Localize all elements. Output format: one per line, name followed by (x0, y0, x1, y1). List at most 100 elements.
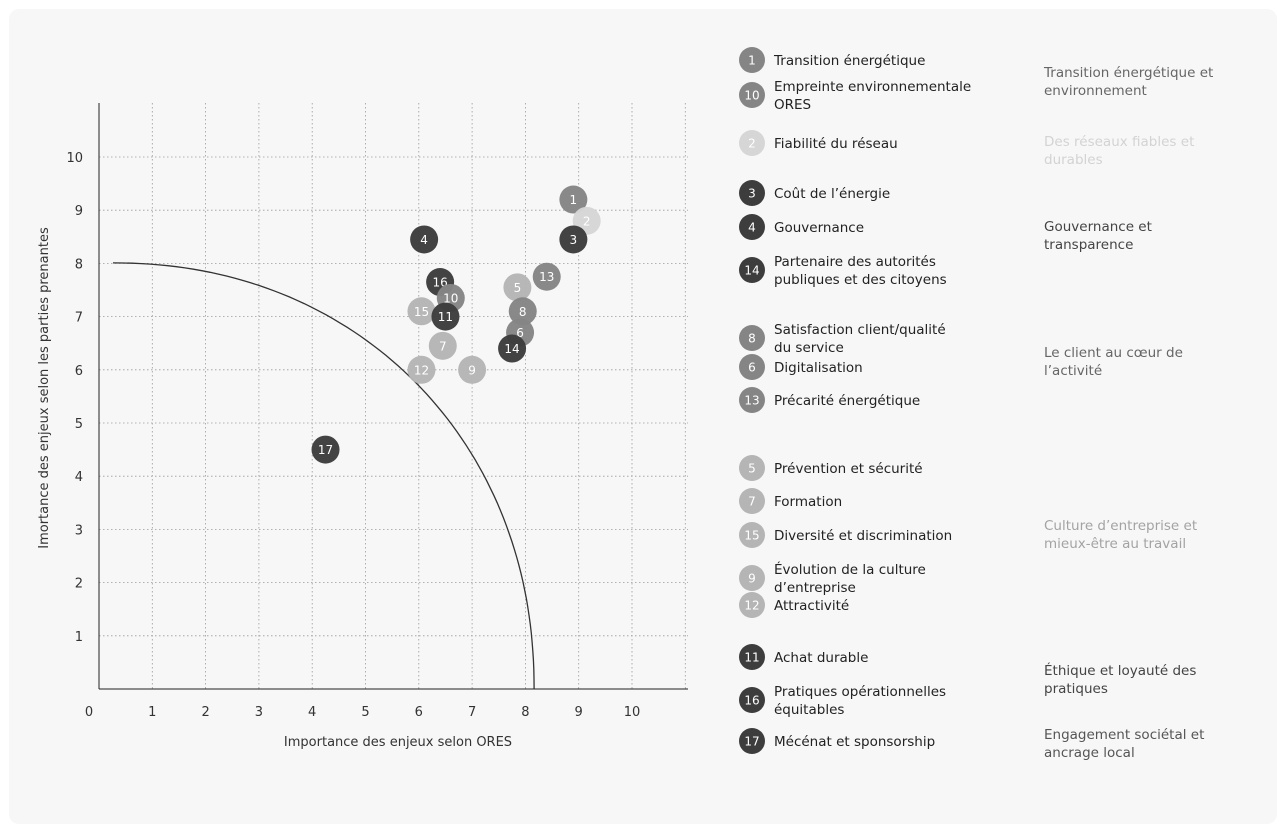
data-point-12: 12 (407, 355, 436, 384)
data-point-8: 8 (508, 297, 537, 326)
legend-marker (739, 354, 765, 380)
legend-marker-number: 7 (748, 495, 756, 509)
category-label-line: Éthique et loyauté des (1044, 662, 1196, 679)
category-label: Culture d’entreprise et mieux-être au tra… (1044, 518, 1197, 552)
data-point-17: 17 (311, 435, 340, 464)
legend-label: Coût de l’énergie (774, 186, 890, 202)
x-tick-label: 3 (255, 705, 263, 720)
x-tick-label: 9 (575, 705, 583, 720)
x-tick-label: 10 (624, 705, 641, 720)
x-tick-label: 6 (415, 705, 423, 720)
point-label: 14 (504, 342, 519, 356)
legend-item-9: 9 Évolution de la culture d’entreprise (739, 561, 926, 596)
point-marker (508, 297, 537, 326)
legend-label: Attractivité (774, 598, 849, 614)
legend-item-15: 15 Diversité et discrimination (739, 522, 952, 548)
category-label: Éthique et loyauté des pratiques (1044, 662, 1196, 697)
legend-item-14: 14 Partenaire des autorités publiques et d… (739, 254, 947, 288)
category-label-line: mieux-être au travail (1044, 536, 1186, 552)
legend-label: Évolution de la culture (774, 561, 926, 578)
x-tick-label: 2 (201, 705, 209, 720)
point-label: 7 (439, 339, 447, 353)
category-label-line: ancrage local (1044, 745, 1135, 761)
point-marker (503, 273, 532, 302)
legend-item-11: 11 Achat durable (739, 644, 868, 670)
legend-label: Satisfaction client/qualité (774, 322, 946, 338)
legend-marker (739, 180, 765, 206)
category-label: Transition énergétique et environnement (1043, 65, 1213, 99)
legend-marker (739, 257, 765, 283)
category-label-line: Engagement sociétal et (1044, 727, 1204, 743)
x-tick-label: 8 (521, 705, 529, 720)
point-marker (458, 355, 487, 384)
legend-item-7: 7 Formation (739, 488, 842, 514)
data-point-4: 4 (410, 225, 439, 254)
legend-marker-number: 2 (748, 137, 756, 151)
legend-label: Mécénat et sponsorship (774, 734, 935, 750)
point-label: 3 (570, 233, 578, 247)
legend-marker (739, 387, 765, 413)
y-axis-title: Imortance des enjeux selon les parties p… (37, 227, 52, 549)
data-point-7: 7 (428, 331, 457, 360)
legend-marker (739, 522, 765, 548)
y-tick-label: 7 (75, 311, 83, 326)
legend-label: d’entreprise (774, 580, 856, 596)
category-label: Le client au cœur de l’activité (1044, 345, 1183, 379)
legend-marker-number: 16 (744, 694, 759, 708)
legend-item-10: 10 Empreinte environnementale ORES (739, 79, 971, 113)
legend-marker-number: 13 (744, 394, 759, 408)
grid (99, 103, 688, 689)
point-label: 17 (318, 443, 333, 457)
legend-marker (739, 644, 765, 670)
category-label-line: transparence (1044, 237, 1133, 253)
x-tick-label: 0 (85, 705, 93, 720)
category-label: Des réseaux fiables et durables (1044, 134, 1194, 168)
point-marker (559, 225, 588, 254)
y-tick-label: 9 (75, 204, 83, 219)
point-marker (498, 334, 527, 363)
legend-marker (739, 214, 765, 240)
x-tick-label: 7 (468, 705, 476, 720)
category-label-line: environnement (1044, 83, 1147, 99)
y-tick-label: 5 (75, 417, 83, 432)
legend-marker (739, 82, 765, 108)
point-marker (311, 435, 340, 464)
legend-marker (739, 592, 765, 618)
point-marker (410, 225, 439, 254)
legend-item-12: 12 Attractivité (739, 592, 849, 618)
x-tick-label: 1 (148, 705, 156, 720)
category-label-line: Des réseaux fiables et (1044, 134, 1194, 150)
point-label: 9 (468, 363, 476, 377)
point-marker (532, 262, 561, 291)
point-marker (559, 185, 588, 214)
point-label: 6 (516, 326, 524, 340)
data-point-3: 3 (559, 225, 588, 254)
legend-item-5: 5 Prévention et sécurité (739, 455, 923, 481)
y-tick-label: 2 (75, 577, 83, 592)
legend-item-4: 4 Gouvernance (739, 214, 864, 240)
legend-marker-number: 8 (748, 332, 756, 346)
legend-marker-number: 5 (748, 462, 756, 476)
data-point-9: 9 (458, 355, 487, 384)
legend-marker (739, 47, 765, 73)
legend-label: Transition énergétique (773, 53, 925, 69)
data-point-11: 11 (431, 302, 460, 331)
x-tick-label: 5 (361, 705, 369, 720)
legend-marker (739, 488, 765, 514)
legend-marker (739, 455, 765, 481)
x-axis-title: Importance des enjeux selon ORES (284, 735, 512, 750)
y-tick-label: 1 (75, 630, 83, 645)
legend-label: Formation (774, 494, 842, 510)
legend-item-13: 13 Précarité énergétique (739, 387, 920, 413)
point-label: 12 (414, 363, 429, 377)
legend-label: Partenaire des autorités (774, 254, 936, 270)
legend-label: équitables (774, 702, 844, 718)
category-label-line: pratiques (1044, 681, 1108, 697)
legend-label: Prévention et sécurité (774, 461, 923, 477)
legend-label: Précarité énergétique (774, 393, 920, 409)
point-label: 13 (539, 270, 554, 284)
point-marker (431, 302, 460, 331)
